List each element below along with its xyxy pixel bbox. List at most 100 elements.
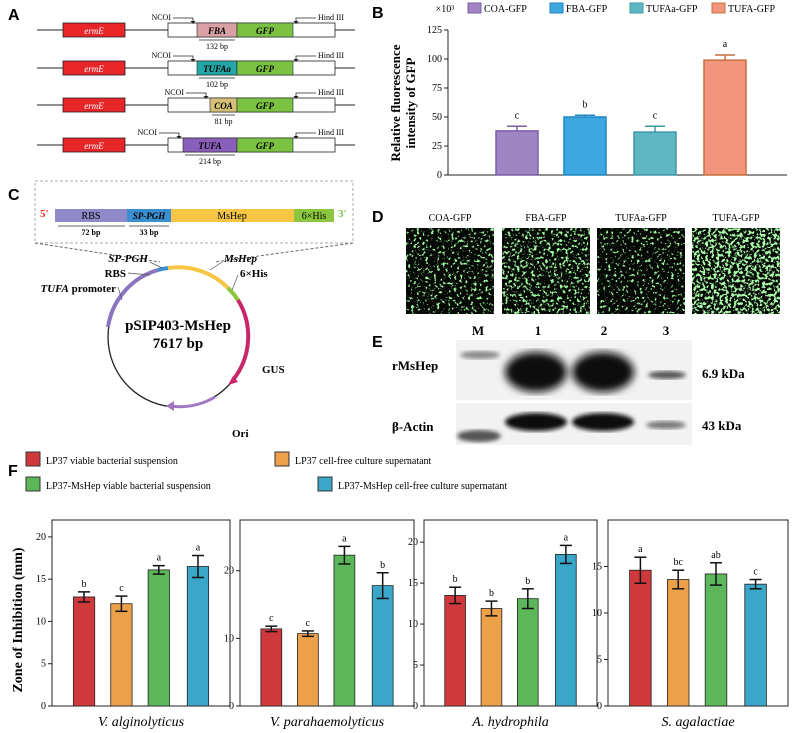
hind-label: Hind III: [318, 88, 344, 97]
f-bar: [629, 569, 652, 707]
micrograph-label: TUFAa-GFP: [615, 213, 667, 224]
label-rbs: RBS: [105, 268, 126, 280]
b-legend-label: TUFAa-GFP: [646, 4, 698, 15]
lane-2: 2: [601, 323, 608, 338]
f-chart-title: S. agalactiae: [661, 715, 734, 730]
row-beta-actin: β-Actin: [392, 419, 434, 434]
f-bar: [555, 554, 577, 707]
f-letter: a: [196, 543, 201, 554]
hind-label: Hind III: [318, 128, 344, 137]
micrograph-cells: [692, 228, 780, 314]
f-letter: b: [380, 560, 385, 571]
ermE-label: ermE: [84, 101, 104, 111]
f-bar: [260, 628, 283, 707]
f-tick-label: 5: [597, 655, 602, 666]
f-tick-label: 0: [229, 701, 234, 712]
b-legend-swatch: [711, 2, 726, 14]
b-ylabel-1: Relative fluorescence: [388, 44, 403, 161]
f-legend-label: LP37 cell-free culture supernatant: [295, 456, 432, 467]
ermE-label: ermE: [84, 141, 104, 151]
f-letter: c: [753, 567, 758, 578]
f-tick-label: 0: [597, 701, 602, 712]
ncoi-arrowhead: [203, 96, 209, 99]
ncoi-arrowhead: [190, 21, 196, 24]
f-letter: c: [269, 613, 274, 624]
f-frame: [239, 519, 415, 707]
size-label: 214 bp: [199, 157, 221, 166]
size-label: 102 bp: [206, 80, 228, 89]
f-letter: c: [119, 583, 124, 594]
f-tick-label: 10: [408, 619, 418, 630]
f-chart-title: V. alginolyticus: [98, 715, 185, 730]
f-tick-label: 15: [36, 574, 46, 585]
promoter-label: TUFA: [198, 141, 221, 151]
b-bar: [633, 131, 677, 176]
ermE-label: ermE: [84, 64, 104, 74]
f-legend-swatch: [25, 476, 41, 492]
micrograph-label: FBA-GFP: [525, 213, 567, 224]
ermE-box: [62, 60, 126, 76]
f-bar: [333, 554, 356, 707]
f-tick-label: 5: [413, 660, 418, 671]
f-frame: [51, 519, 231, 707]
f-bar: [444, 594, 466, 707]
f-bar: [704, 573, 728, 707]
lane-3: 3: [663, 323, 670, 338]
f-bar: [297, 633, 319, 707]
hind-arrow: [295, 92, 316, 97]
ncoi-arrow: [173, 55, 194, 60]
hind-arrowhead: [293, 21, 299, 24]
label-tufa-promoter: TUFA promoter: [41, 283, 117, 295]
f-legend-label: LP37 viable bacterial suspension: [46, 456, 178, 467]
b-legend-label: FBA-GFP: [566, 4, 608, 15]
f-legend-swatch: [274, 451, 290, 467]
micrograph-cells: [502, 228, 590, 314]
sp-pgh-size: 33 bp: [140, 228, 159, 237]
hind-label: Hind III: [318, 13, 344, 22]
f-tick-label: 0: [413, 701, 418, 712]
micrograph-label: COA-GFP: [429, 213, 472, 224]
f-tick-label: 20: [408, 537, 418, 548]
b-legend-label: TUFA-GFP: [728, 4, 775, 15]
f-letter: a: [342, 533, 347, 544]
size-43kda: 43 kDa: [702, 418, 742, 433]
panel-b-chart: 0 25 50 75 100 125 ×10³ Relative fluorescence in…: [388, 2, 787, 181]
plasmid-name: pSIP403-MsHep: [125, 318, 231, 334]
segment-6his: 6×His: [302, 211, 327, 222]
segment-mshep: MsHep: [217, 211, 246, 222]
gfp-box: [236, 137, 294, 153]
hind-arrow: [295, 132, 316, 137]
f-tick-label: 20: [224, 566, 234, 577]
segment-rbs: RBS: [82, 211, 101, 222]
ncoi-arrowhead: [190, 59, 196, 62]
micrograph-cells: [406, 228, 494, 314]
f-bar: [517, 598, 539, 707]
label-mshep: MsHep: [223, 253, 258, 265]
ncoi-label: NCOI: [151, 13, 171, 22]
f-bar: [110, 603, 133, 707]
f-tick-label: 15: [408, 578, 418, 589]
f-bar: [147, 569, 170, 707]
b-multiplier: ×10³: [436, 4, 455, 15]
b-legend-label: COA-GFP: [484, 4, 527, 15]
ermE-box: [62, 97, 126, 113]
f-letter: c: [306, 618, 311, 629]
f-letter: b: [489, 588, 494, 599]
gfp-label: GFP: [256, 26, 275, 36]
lane-m: M: [472, 323, 484, 338]
f-letter: ab: [711, 550, 720, 561]
panel-a-constructs: ermE FBA GFP 132 bp NCOI Hind III ermE TUFAa GFP…: [37, 13, 355, 166]
f-letter: bc: [673, 557, 683, 568]
f-bar: [186, 566, 210, 707]
size-label: 81 bp: [215, 117, 233, 126]
panel-d-microscopy: COA-GFP FBA-GFP TUFAa-GFP TUFA-GFP: [406, 213, 780, 314]
ncoi-arrowhead: [176, 136, 182, 139]
f-letter: b: [525, 576, 530, 587]
b-letter: c: [653, 110, 658, 121]
hind-arrowhead: [293, 96, 299, 99]
f-tick-label: 20: [36, 532, 46, 543]
lane-1: 1: [535, 323, 542, 338]
label-6his: 6×His: [240, 268, 268, 280]
gfp-label: GFP: [256, 64, 275, 74]
